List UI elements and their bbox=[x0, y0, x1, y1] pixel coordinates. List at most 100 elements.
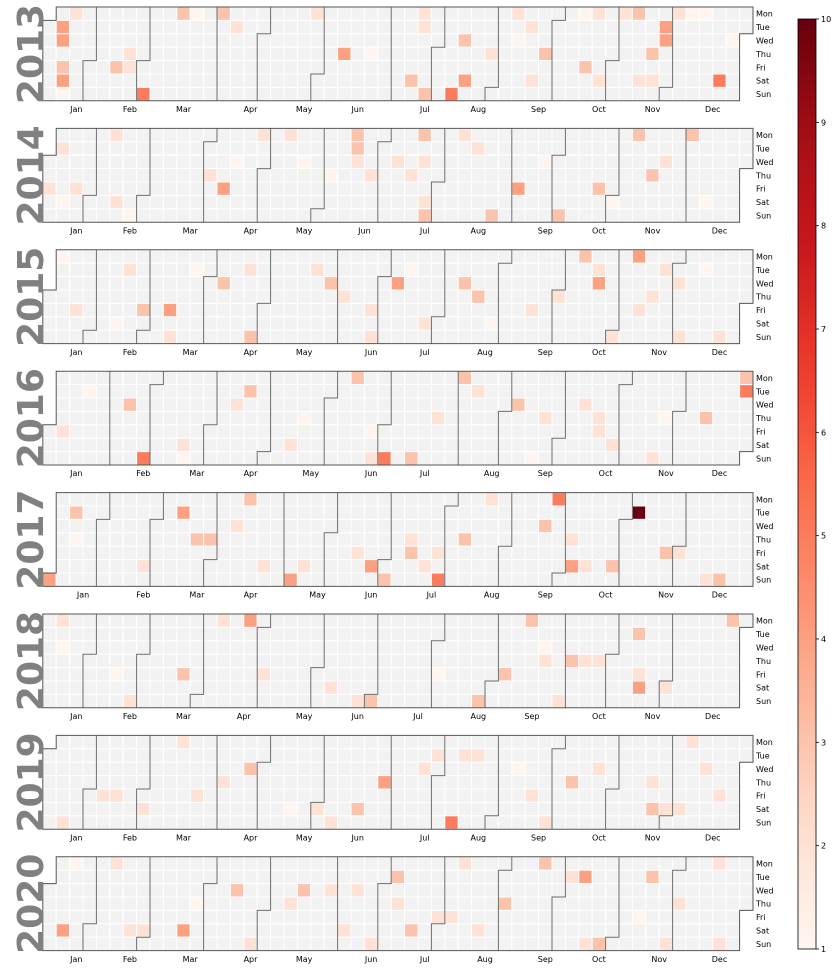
empty-cell bbox=[350, 869, 365, 885]
empty-cell bbox=[296, 46, 312, 62]
empty-cell bbox=[739, 127, 754, 143]
empty-cell bbox=[69, 168, 84, 183]
empty-cell bbox=[136, 262, 151, 278]
empty-cell bbox=[176, 572, 191, 587]
heatmap-cell-2020-04-08 bbox=[229, 883, 245, 898]
empty-cell bbox=[243, 693, 258, 709]
empty-cell bbox=[685, 856, 700, 871]
heatmap-cell-2014-07-02 bbox=[390, 154, 406, 170]
empty-cell bbox=[323, 370, 339, 386]
empty-cell bbox=[605, 734, 620, 750]
empty-cell bbox=[122, 329, 138, 345]
empty-cell bbox=[605, 883, 620, 898]
empty-cell bbox=[551, 46, 566, 62]
heatmap-cell-2017-04-10 bbox=[243, 492, 258, 507]
empty-cell bbox=[564, 909, 580, 925]
empty-cell bbox=[310, 424, 325, 439]
empty-cell bbox=[457, 518, 473, 534]
empty-cell bbox=[243, 775, 258, 790]
heatmap-cell-2014-01-17 bbox=[69, 181, 84, 196]
month-boundary bbox=[484, 614, 499, 708]
empty-cell bbox=[471, 208, 486, 223]
empty-cell bbox=[457, 680, 473, 695]
empty-cell bbox=[149, 370, 164, 386]
empty-cell bbox=[216, 141, 231, 156]
empty-cell bbox=[444, 775, 459, 790]
empty-cell bbox=[631, 693, 647, 709]
empty-cell bbox=[363, 384, 379, 399]
empty-cell bbox=[591, 208, 607, 223]
empty-cell bbox=[189, 640, 205, 655]
empty-cell bbox=[511, 693, 526, 709]
empty-cell bbox=[471, 410, 486, 426]
empty-cell bbox=[739, 19, 754, 35]
empty-cell bbox=[82, 289, 97, 304]
empty-cell bbox=[645, 424, 660, 439]
empty-cell bbox=[511, 276, 526, 291]
empty-cell bbox=[645, 194, 660, 210]
empty-cell bbox=[109, 73, 124, 88]
empty-cell bbox=[283, 370, 298, 386]
empty-cell bbox=[725, 60, 741, 75]
empty-cell bbox=[216, 86, 231, 102]
empty-cell bbox=[55, 437, 71, 453]
empty-cell bbox=[471, 127, 486, 143]
empty-cell bbox=[243, 410, 258, 426]
empty-cell bbox=[618, 208, 633, 223]
heatmap-cell-2017-07-06 bbox=[404, 532, 419, 547]
empty-cell bbox=[484, 73, 499, 88]
empty-cell bbox=[136, 60, 151, 75]
empty-cell bbox=[189, 626, 205, 642]
empty-cell bbox=[69, 46, 84, 62]
empty-cell bbox=[390, 370, 406, 386]
empty-cell bbox=[149, 667, 164, 682]
empty-cell bbox=[95, 6, 111, 21]
empty-cell bbox=[712, 653, 727, 669]
empty-cell bbox=[591, 492, 607, 507]
month-boundary bbox=[484, 7, 499, 101]
empty-cell bbox=[162, 640, 178, 655]
month-boundary bbox=[203, 492, 218, 587]
empty-cell bbox=[444, 693, 459, 709]
empty-cell bbox=[176, 518, 191, 534]
empty-cell bbox=[350, 653, 365, 669]
empty-cell bbox=[149, 869, 164, 885]
empty-cell bbox=[82, 86, 97, 102]
empty-cell bbox=[203, 883, 218, 898]
empty-cell bbox=[296, 909, 312, 925]
empty-cell bbox=[216, 410, 231, 426]
empty-cell bbox=[497, 640, 513, 655]
empty-cell bbox=[417, 626, 432, 642]
empty-cell bbox=[658, 613, 674, 628]
empty-cell bbox=[162, 249, 178, 264]
empty-cell bbox=[444, 168, 459, 183]
empty-cell bbox=[243, 451, 258, 466]
empty-cell bbox=[377, 909, 392, 925]
empty-cell bbox=[256, 734, 272, 750]
empty-cell bbox=[283, 289, 298, 304]
empty-cell bbox=[203, 316, 218, 331]
month-boundary bbox=[323, 371, 339, 465]
empty-cell bbox=[270, 532, 285, 547]
month-label: Jun bbox=[364, 469, 378, 478]
heatmap-cell-2017-04-05 bbox=[229, 518, 245, 534]
empty-cell bbox=[430, 451, 446, 466]
empty-cell bbox=[471, 73, 486, 88]
empty-cell bbox=[162, 154, 178, 170]
empty-cell bbox=[417, 329, 432, 345]
empty-cell bbox=[149, 33, 164, 48]
heatmap-cell-2015-10-14 bbox=[591, 276, 607, 291]
month-label: Sep bbox=[538, 591, 553, 600]
heatmap-cell-2019-09-13 bbox=[524, 788, 540, 803]
empty-cell bbox=[69, 680, 84, 695]
heatmap-cell-2020-03-19 bbox=[189, 896, 205, 911]
empty-cell bbox=[363, 545, 379, 561]
empty-cell bbox=[377, 154, 392, 170]
empty-cell bbox=[417, 262, 432, 278]
empty-cell bbox=[256, 289, 272, 304]
empty-cell bbox=[497, 384, 513, 399]
empty-cell bbox=[484, 693, 499, 709]
empty-cell bbox=[136, 545, 151, 561]
empty-cell bbox=[739, 410, 754, 426]
empty-cell bbox=[618, 748, 633, 763]
